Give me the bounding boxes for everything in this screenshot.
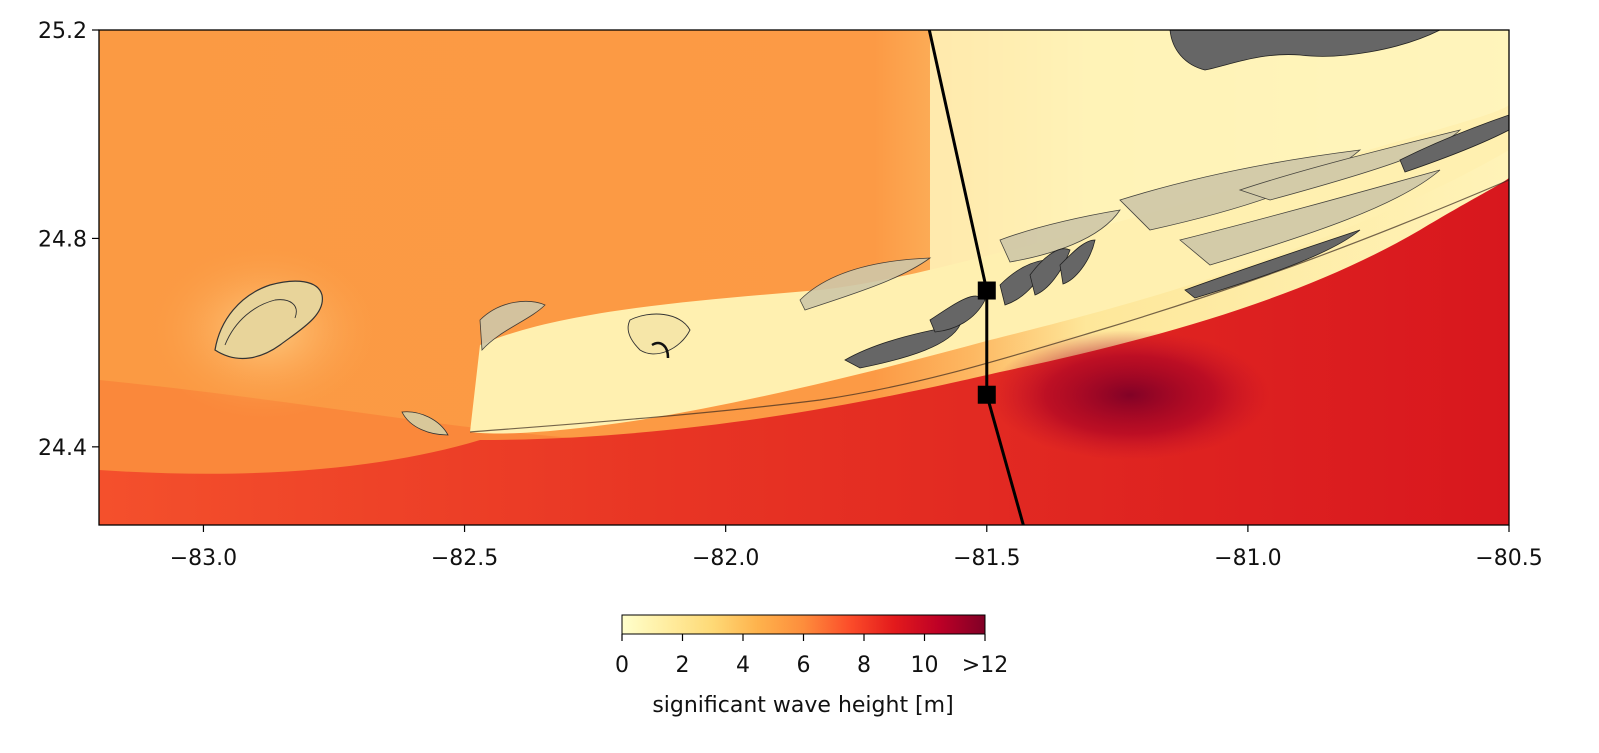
x-tick-label: −81.0 — [1214, 546, 1281, 571]
x-axis-ticks: −83.0 −82.5 −82.0 −81.5 −81.0 −80.5 — [170, 525, 1543, 571]
y-tick-label: 24.8 — [38, 227, 87, 252]
colorbar-tick-label: 8 — [857, 653, 871, 678]
map-axes-frame — [98, 29, 1510, 526]
reef-islet — [401, 411, 449, 436]
transect — [927, 30, 1025, 525]
y-axis-ticks: 25.2 24.8 24.4 — [38, 19, 99, 461]
x-tick-label: −80.5 — [1475, 546, 1542, 571]
marquesas-island — [214, 280, 323, 359]
colorbar-tick-label: 10 — [911, 653, 939, 678]
colorbar-tick-label: 4 — [736, 653, 750, 678]
mainland-florida — [1169, 30, 1441, 71]
x-tick-label: −83.0 — [170, 546, 237, 571]
colorbar-tick-label: 2 — [676, 653, 690, 678]
reef-atoll — [627, 313, 691, 355]
transect-marker — [977, 281, 996, 300]
reef-edge-contour — [469, 179, 1509, 433]
reef-atoll-core — [651, 341, 670, 359]
y-tick-label: 25.2 — [38, 19, 87, 44]
colorbar-tick-label: 0 — [615, 653, 629, 678]
colorbar-tick-label: >12 — [962, 653, 1008, 678]
land-masses — [844, 30, 1509, 369]
colorbar-label: significant wave height [m] — [652, 693, 953, 718]
colorbar-tick-label: 6 — [797, 653, 811, 678]
wave-field-maximum — [990, 330, 1270, 460]
transect-line — [927, 30, 1025, 525]
marquesas-contour — [224, 299, 297, 346]
x-tick-label: −82.5 — [431, 546, 498, 571]
x-tick-label: −81.5 — [953, 546, 1020, 571]
colorbar-gradient — [621, 614, 986, 635]
y-tick-label: 24.4 — [38, 436, 87, 461]
transect-marker — [977, 385, 996, 404]
x-tick-label: −82.0 — [692, 546, 759, 571]
colorbar: 0 2 4 6 8 10 >12 significant wave height [m] — [615, 614, 1008, 718]
colorbar-ticks: 0 2 4 6 8 10 >12 — [615, 634, 1008, 678]
wave-field-shallow-bay — [930, 30, 1509, 272]
shoal-patches — [479, 129, 1462, 351]
map-plot-area — [99, 30, 1509, 525]
